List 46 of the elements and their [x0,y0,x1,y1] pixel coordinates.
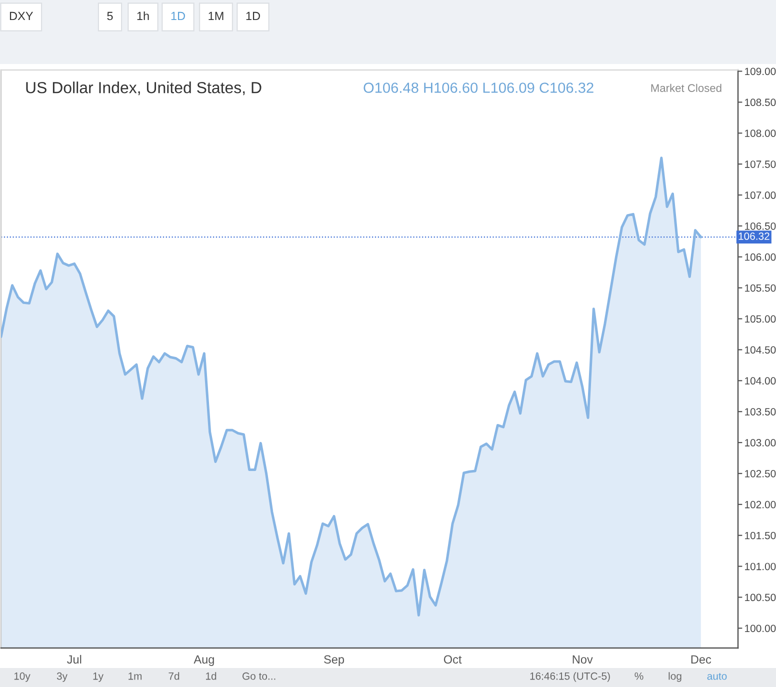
y-tick-label: 108.00 [745,130,776,137]
x-tick-label: Oct [444,655,462,664]
text: 7d [168,672,180,680]
x-tick-label: Jul [67,654,82,664]
text: auto [707,672,727,680]
text: 10y [14,672,30,682]
y-tick-label: 103.50 [745,408,776,416]
text: 1D [171,12,185,20]
x-tick-label: Dec [691,655,712,664]
y-tick-label: 108.50 [745,98,776,106]
text: 5 [107,12,113,20]
text: 3y [56,672,68,682]
y-tick-label: 106.50 [745,222,776,230]
annotation: Market Closed [651,84,722,92]
y-tick-label: 100.50 [745,594,776,602]
text: O106.48 H106.60 L106.09 C106.32 [364,82,594,93]
y-tick-label: 102.00 [745,500,776,508]
text: DXY [10,12,34,20]
y-tick-label: 101.00 [745,562,776,570]
text: Go to... [242,672,276,680]
y-tick-label: 105.50 [745,284,776,292]
text: 1y [93,672,104,682]
text: log [668,672,682,682]
ref-line-label: 106.32 [738,232,770,240]
text: US Dollar Index, United States, D [26,82,262,96]
y-tick-label: 102.50 [745,470,776,478]
x-tick-label: Aug [194,655,214,666]
y-tick-label: 100.00 [745,624,776,632]
y-tick-label: 107.50 [745,160,776,168]
text: 1M [208,12,224,20]
y-tick-label: 109.00 [745,68,776,76]
text: 1d [206,672,216,680]
y-tick-label: 104.00 [745,377,776,385]
text: 1m [128,672,142,680]
y-tick-label: 107.00 [745,192,776,199]
y-tick-label: 106.00 [745,253,776,261]
y-tick-label: 104.50 [745,346,776,354]
x-tick-label: Sep [324,655,344,666]
x-tick-label: Nov [572,655,593,664]
text: 16:46:15 (UTC-5) [530,672,610,682]
y-tick-label: 105.00 [745,315,776,323]
y-tick-label: 103.00 [745,439,776,446]
text: 1D [246,12,260,20]
y-tick-label: 101.50 [745,532,776,540]
text: 1h [137,12,149,20]
text: % [634,672,644,680]
